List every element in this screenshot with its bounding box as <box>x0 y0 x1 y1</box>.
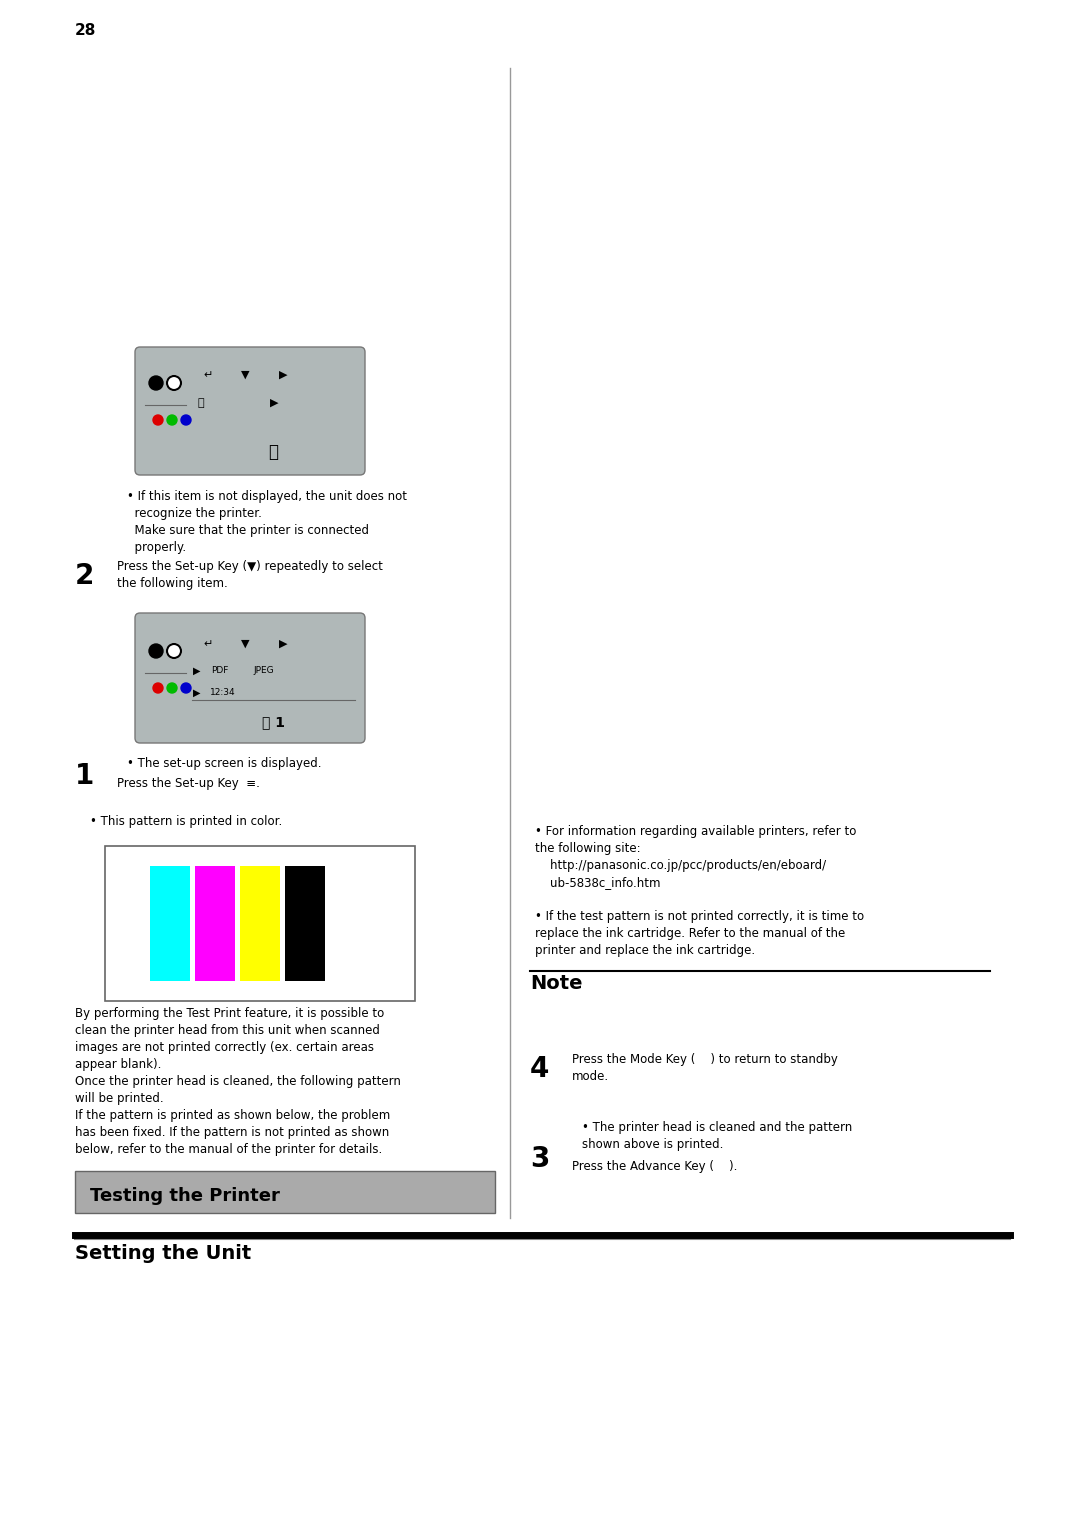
Text: ↵: ↵ <box>203 639 213 649</box>
Bar <box>231 364 264 384</box>
Text: ⎘: ⎘ <box>198 397 204 408</box>
Text: By performing the Test Print feature, it is possible to
clean the printer head f: By performing the Test Print feature, it… <box>75 1007 401 1157</box>
Bar <box>195 866 235 981</box>
Bar <box>193 633 225 652</box>
Text: Press the Advance Key (    ).: Press the Advance Key ( ). <box>572 1160 738 1174</box>
Text: Press the Mode Key (    ) to return to standby
mode.: Press the Mode Key ( ) to return to stan… <box>572 1053 838 1083</box>
Circle shape <box>167 643 181 659</box>
Bar <box>150 866 190 981</box>
Bar <box>269 633 301 652</box>
Circle shape <box>167 376 181 390</box>
Text: • If this item is not displayed, the unit does not
  recognize the printer.
  Ma: • If this item is not displayed, the uni… <box>127 490 407 555</box>
Bar <box>205 660 243 678</box>
Text: Press the Set-up Key  ≡.: Press the Set-up Key ≡. <box>117 778 260 790</box>
Text: • This pattern is printed in color.: • This pattern is printed in color. <box>90 814 282 828</box>
Text: 4: 4 <box>530 1054 550 1083</box>
Text: ⧗: ⧗ <box>268 443 278 461</box>
Circle shape <box>153 416 163 425</box>
Bar <box>192 435 354 466</box>
Text: Note: Note <box>530 973 582 993</box>
Circle shape <box>149 376 163 390</box>
Bar <box>269 364 301 384</box>
Text: ⎘ 1: ⎘ 1 <box>261 715 284 729</box>
FancyBboxPatch shape <box>135 347 365 475</box>
Circle shape <box>181 416 191 425</box>
Bar <box>75 1170 495 1213</box>
Bar <box>192 390 354 413</box>
Text: ↵: ↵ <box>203 370 213 380</box>
Text: ▶: ▶ <box>193 666 201 675</box>
Text: ▶: ▶ <box>279 370 287 380</box>
Bar <box>262 681 292 700</box>
Circle shape <box>181 683 191 694</box>
Text: Press the Set-up Key (▼) repeatedly to select
the following item.: Press the Set-up Key (▼) repeatedly to s… <box>117 559 383 590</box>
Text: 28: 28 <box>75 23 96 38</box>
Text: JPEG: JPEG <box>253 666 273 675</box>
Text: 3: 3 <box>530 1144 550 1174</box>
Bar <box>193 364 225 384</box>
FancyBboxPatch shape <box>135 613 365 743</box>
Text: • If the test pattern is not printed correctly, it is time to
replace the ink ca: • If the test pattern is not printed cor… <box>535 911 864 957</box>
Bar <box>249 660 292 678</box>
Text: ▼: ▼ <box>241 370 249 380</box>
Bar <box>205 681 255 700</box>
Bar <box>240 866 280 981</box>
Text: ▼: ▼ <box>241 639 249 649</box>
Bar <box>105 847 415 1001</box>
Text: 2: 2 <box>75 562 94 590</box>
Text: ▶: ▶ <box>193 688 201 698</box>
Text: 12:34: 12:34 <box>210 688 235 697</box>
Text: • The set-up screen is displayed.: • The set-up screen is displayed. <box>127 756 322 770</box>
Text: • The printer head is cleaned and the pattern
shown above is printed.: • The printer head is cleaned and the pa… <box>582 1122 852 1151</box>
Text: ▶: ▶ <box>279 639 287 649</box>
Text: PDF: PDF <box>211 666 228 675</box>
Circle shape <box>167 416 177 425</box>
Text: ▶: ▶ <box>270 397 279 408</box>
Circle shape <box>153 683 163 694</box>
Circle shape <box>167 683 177 694</box>
Circle shape <box>149 643 163 659</box>
Bar <box>285 866 325 981</box>
Bar <box>231 633 264 652</box>
Text: Setting the Unit: Setting the Unit <box>75 1244 252 1264</box>
Text: 1: 1 <box>75 762 94 790</box>
Text: Testing the Printer: Testing the Printer <box>90 1187 280 1206</box>
Text: • For information regarding available printers, refer to
the following site:
   : • For information regarding available pr… <box>535 825 856 889</box>
Bar <box>192 704 354 733</box>
